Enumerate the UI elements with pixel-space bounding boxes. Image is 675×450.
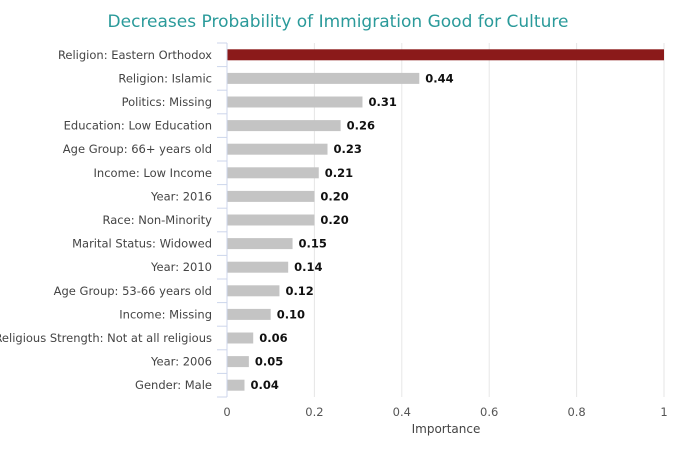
bar — [227, 332, 254, 344]
category-label: Education: Low Education — [64, 119, 212, 133]
value-label: 0.10 — [277, 307, 305, 321]
grid-lines — [217, 42, 665, 398]
bar — [227, 356, 249, 368]
category-label: Politics: Missing — [122, 95, 212, 109]
category-label: Income: Missing — [119, 307, 212, 321]
bar — [227, 308, 271, 320]
value-label: 0.23 — [334, 142, 362, 156]
x-tick-label: 0.6 — [480, 405, 498, 419]
category-label: Year: 2010 — [150, 260, 212, 274]
chart-title: Decreases Probability of Immigration Goo… — [108, 12, 569, 32]
bar — [227, 190, 315, 202]
category-label: Religious Strength: Not at all religious — [0, 331, 212, 345]
value-label: 0.31 — [368, 95, 396, 109]
category-label: Income: Low Income — [94, 166, 212, 180]
bar — [227, 49, 664, 61]
bar — [227, 285, 280, 297]
category-label: Age Group: 66+ years old — [63, 142, 212, 156]
category-label: Race: Non-Minority — [103, 213, 213, 227]
value-label: 0.15 — [299, 237, 327, 251]
value-label: 0.21 — [325, 166, 353, 180]
value-label: 0.04 — [250, 378, 278, 392]
x-tick-label: 0 — [223, 405, 230, 419]
x-tick-label: 0.8 — [567, 405, 585, 419]
value-label: 0.20 — [320, 213, 348, 227]
x-tick-label: 0.2 — [305, 405, 323, 419]
category-label: Year: 2016 — [150, 189, 212, 203]
category-label: Marital Status: Widowed — [72, 237, 212, 251]
value-label: 0.44 — [425, 71, 453, 85]
bar — [227, 379, 245, 391]
bar — [227, 143, 328, 155]
value-label: 0.12 — [285, 284, 313, 298]
category-label: Religion: Islamic — [118, 71, 212, 85]
category-label: Religion: Eastern Orthodox — [58, 48, 212, 62]
value-label: 0.14 — [294, 260, 322, 274]
category-label: Year: 2006 — [150, 355, 212, 369]
value-label: 0.26 — [347, 119, 375, 133]
value-label: 0.06 — [259, 331, 287, 345]
category-label: Age Group: 53-66 years old — [54, 284, 212, 298]
x-axis-title: Importance — [412, 422, 481, 436]
bars-group — [227, 49, 664, 391]
bar — [227, 72, 420, 84]
bar — [227, 167, 319, 179]
x-tick-label: 0.4 — [393, 405, 411, 419]
bar — [227, 238, 293, 250]
bar — [227, 261, 289, 273]
bar — [227, 96, 363, 108]
x-tick-label: 1 — [660, 405, 667, 419]
value-labels: 0.44 0.31 0.26 0.23 0.21 0.20 0.20 0.15 0.14 0.12… — [250, 71, 453, 392]
value-label: 0.05 — [255, 355, 283, 369]
value-label: 0.20 — [320, 189, 348, 203]
category-labels: Religion: Eastern Orthodox Religion: Isla… — [0, 48, 212, 392]
bar — [227, 214, 315, 226]
category-label: Gender: Male — [135, 378, 212, 392]
bar — [227, 120, 341, 132]
x-axis-ticks: 0 0.2 0.4 0.6 0.8 1 — [223, 405, 667, 419]
